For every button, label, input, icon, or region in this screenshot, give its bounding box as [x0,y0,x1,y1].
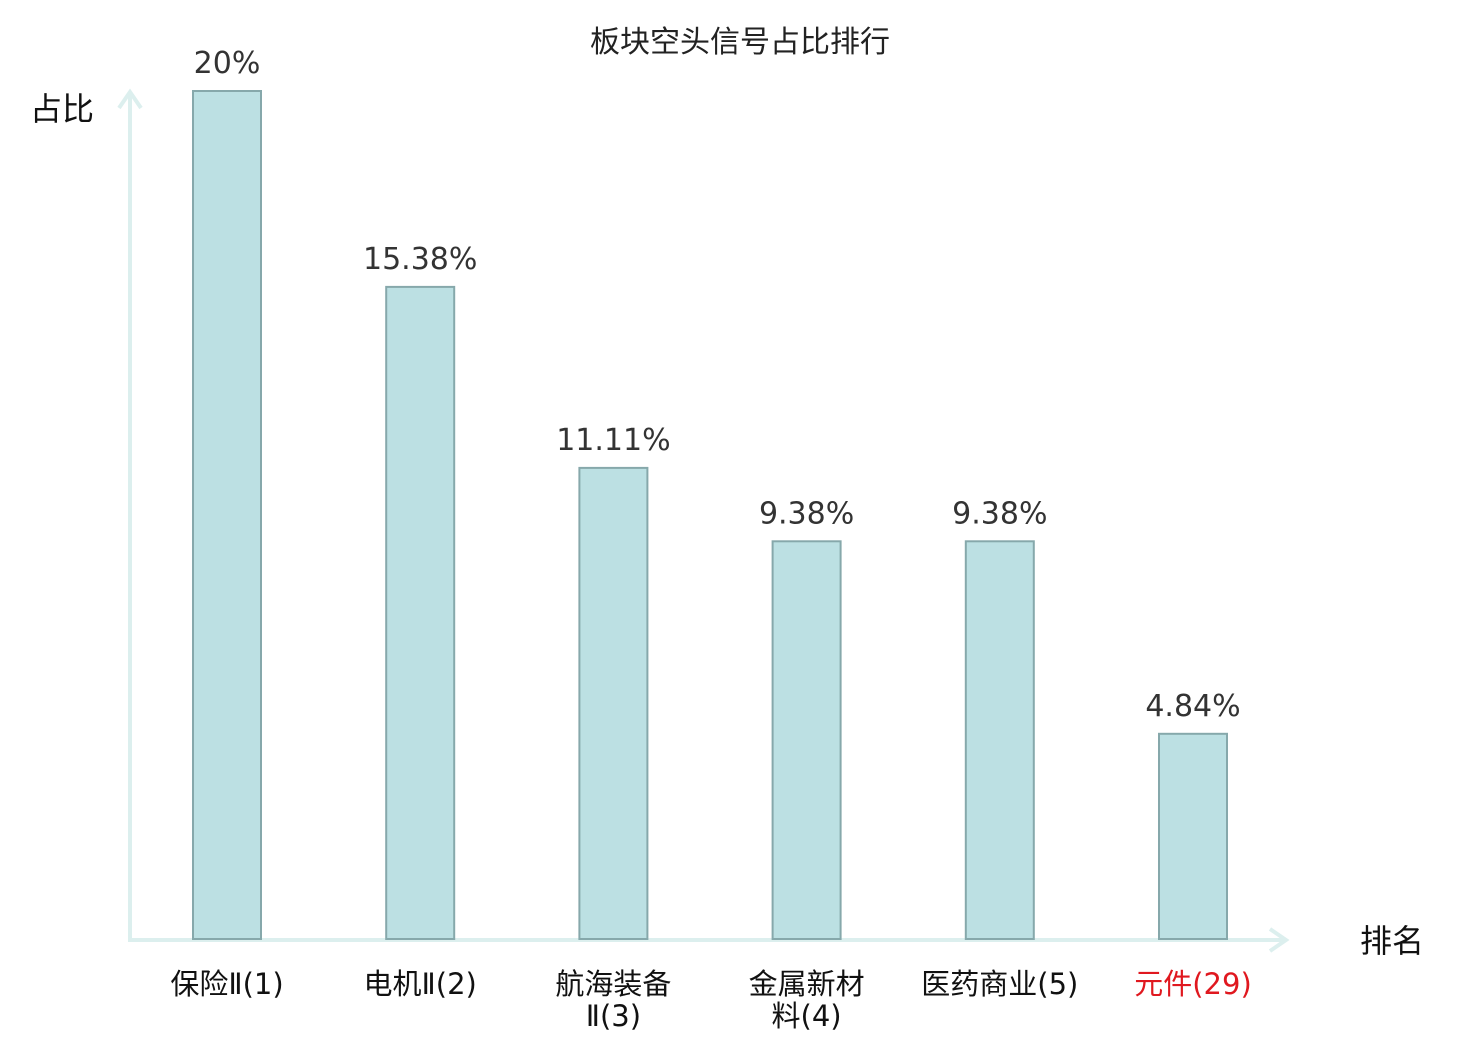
category-label-line: 金属新材 [749,967,865,1001]
value-label-3: 11.11% [556,423,670,458]
y-axis-label: 占比 [30,90,94,128]
value-label-1: 20% [194,46,261,81]
value-label-5: 9.38% [952,496,1047,531]
value-label-2: 15.38% [363,242,477,277]
category-label-4: 金属新材料(4) [749,967,865,1033]
category-label-6: 元件(29) [1134,967,1252,1001]
x-axis-label: 排名 [1360,922,1424,960]
bar-3 [578,466,649,940]
value-label-6: 4.84% [1145,689,1240,724]
y-axis-arrow [117,88,143,110]
category-label-5: 医药商业(5) [921,967,1078,1001]
category-label-2: 电机Ⅱ(2) [364,967,477,1001]
category-labels: 保险Ⅱ(1) 电机Ⅱ(2) 航海装备 Ⅱ(3) 金属新材料(4) 医药商业(5) 元件(29… [170,967,1251,1033]
category-label-line: 料(4) [772,999,842,1033]
chart-title: 板块空头信号占比排行 [590,25,890,60]
category-label-1: 保险Ⅱ(1) [170,967,283,1001]
x-axis-arrow [1268,927,1290,953]
category-label-line: 航海装备 [555,967,671,1001]
category-label-line: 元件(29) [1134,967,1252,1001]
axes [117,88,1290,953]
bars [192,90,1228,940]
bar-1 [192,90,262,940]
bar-6 [1158,732,1228,940]
bar-5 [964,540,1035,940]
category-label-line: Ⅱ(3) [586,999,641,1033]
bar-4 [771,540,842,940]
category-label-line: 医药商业(5) [921,967,1078,1001]
value-label-4: 9.38% [759,496,854,531]
category-label-3: 航海装备 Ⅱ(3) [555,967,671,1033]
bar-2 [385,285,456,940]
category-label-line: 保险Ⅱ(1) [170,967,283,1001]
value-labels: 20% 15.38% 11.11% 9.38% 9.38% 4.84% [194,46,1241,724]
category-label-line: 电机Ⅱ(2) [364,967,477,1001]
